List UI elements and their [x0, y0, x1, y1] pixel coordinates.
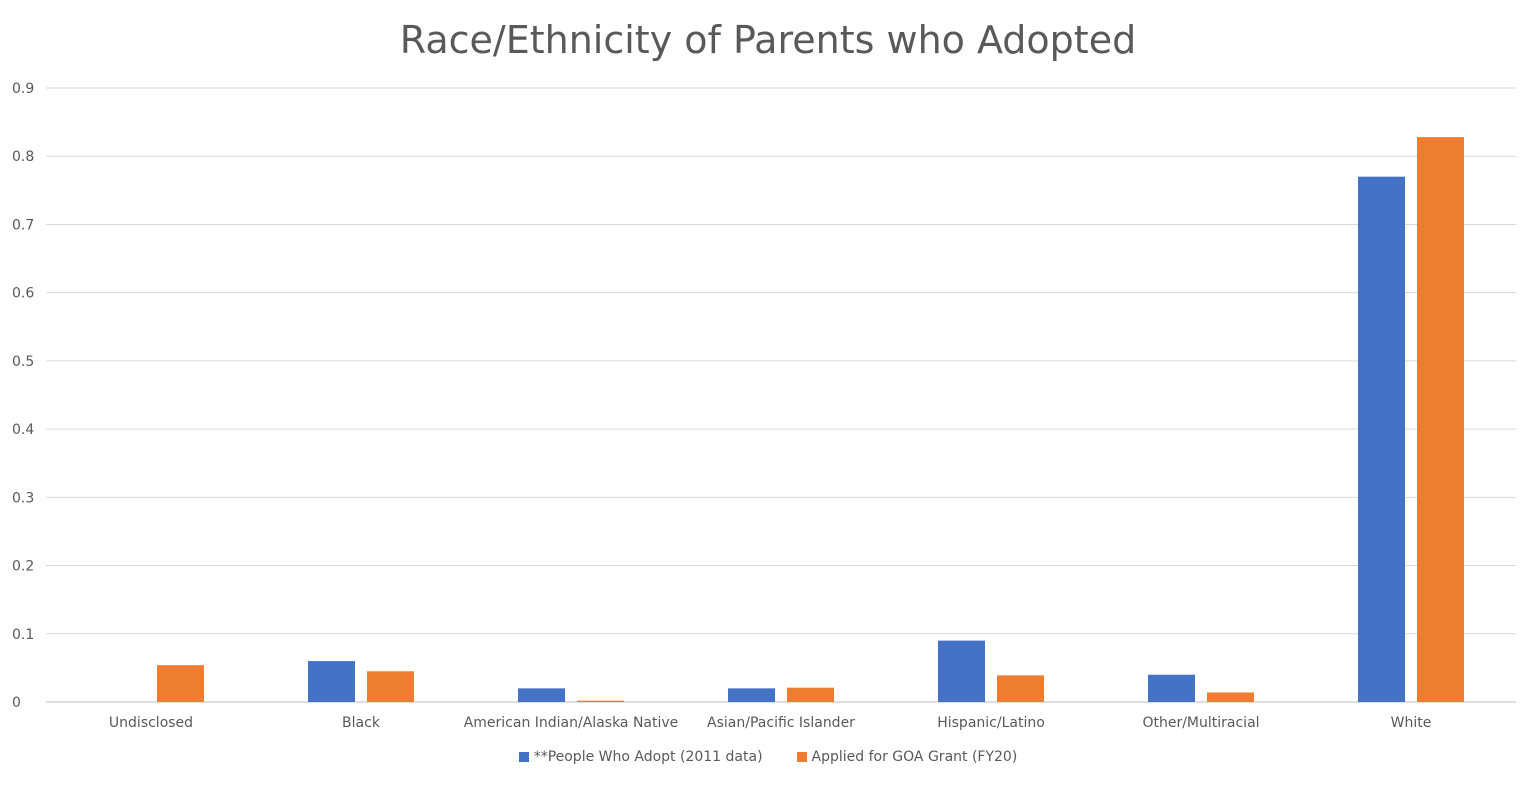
chart-legend: **People Who Adopt (2011 data) Applied f…	[0, 749, 1536, 765]
bar-1-white	[1358, 176, 1405, 702]
y-tick-label: 0.2	[12, 559, 34, 575]
legend-label-series-1: **People Who Adopt (2011 data)	[533, 749, 763, 765]
y-tick-label: 0	[12, 695, 21, 711]
bar-2-black	[367, 671, 414, 702]
bar-1-black	[308, 661, 355, 702]
bar-2-white	[1417, 137, 1464, 702]
x-tick-label: Asian/Pacific Islander	[707, 715, 855, 731]
bar-2-undisclosed	[157, 665, 204, 702]
bar-1-hispanic-latino	[938, 640, 985, 702]
y-tick-label: 0.7	[12, 217, 34, 233]
x-tick-label: Undisclosed	[109, 715, 193, 731]
legend-item-series-1: **People Who Adopt (2011 data)	[518, 749, 763, 765]
bar-1-other-multiracial	[1148, 674, 1195, 702]
x-tick-label: Black	[342, 715, 381, 731]
y-tick-label: 0.9	[12, 81, 34, 97]
legend-item-series-2: Applied for GOA Grant (FY20)	[796, 749, 1018, 765]
x-tick-label: Other/Multiracial	[1142, 715, 1259, 731]
legend-swatch-series-2	[796, 752, 807, 762]
bar-2-asian-pacific-islander	[787, 687, 834, 702]
y-tick-label: 0.6	[12, 286, 34, 302]
bar-2-american-indian-alaska-native	[577, 700, 624, 702]
x-tick-label: American Indian/Alaska Native	[464, 715, 679, 731]
x-tick-label: White	[1391, 715, 1432, 731]
bar-1-asian-pacific-islander	[728, 688, 775, 702]
y-tick-label: 0.1	[12, 627, 34, 643]
chart-title: Race/Ethnicity of Parents who Adopted	[399, 18, 1137, 62]
bar-1-american-indian-alaska-native	[518, 688, 565, 702]
y-tick-label: 0.3	[12, 490, 34, 506]
y-tick-label: 0.8	[12, 149, 34, 165]
x-tick-label: Hispanic/Latino	[937, 715, 1045, 731]
legend-swatch-series-1	[518, 752, 529, 762]
y-tick-label: 0.5	[12, 354, 34, 370]
legend-label-series-2: Applied for GOA Grant (FY20)	[811, 749, 1018, 765]
bar-2-hispanic-latino	[997, 675, 1044, 702]
bar-2-other-multiracial	[1207, 692, 1254, 702]
y-tick-label: 0.4	[12, 422, 34, 438]
